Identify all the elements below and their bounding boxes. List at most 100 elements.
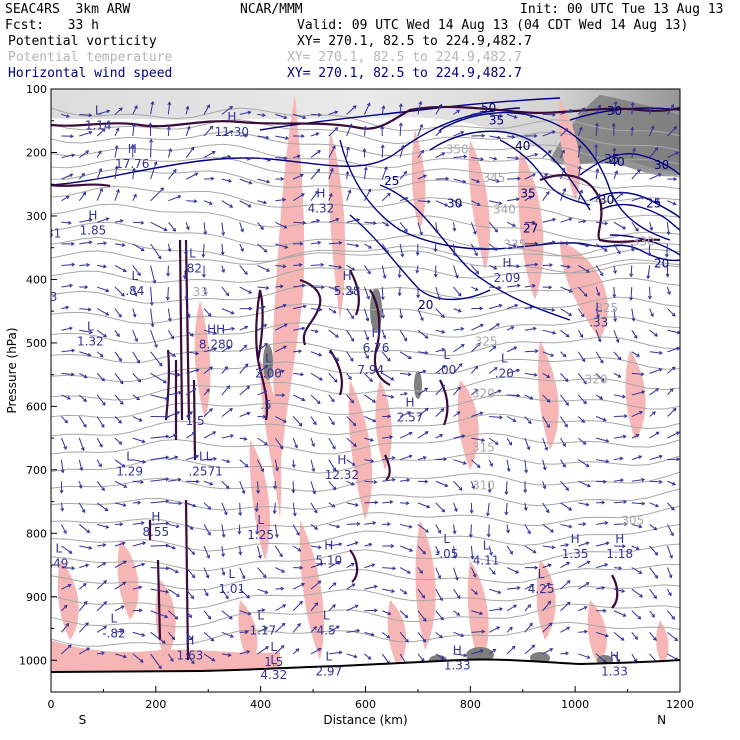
wind-vector: [78, 481, 83, 489]
pv-extremum-value: 2.97: [315, 665, 342, 679]
wind-vector: [185, 146, 195, 158]
wind-vector: [168, 195, 182, 202]
wind-vector: [485, 502, 490, 517]
wind-vector: [167, 101, 172, 115]
wind-vector: [560, 562, 571, 569]
wind-vector: [542, 240, 556, 245]
wind-vector: [471, 133, 486, 138]
wind-vector: [667, 610, 676, 620]
wind-vector: [506, 303, 519, 310]
pv-extremum-value: .2571: [188, 465, 222, 479]
wind-vector: [506, 368, 521, 374]
wind-vector: [364, 416, 377, 423]
wind-vector: [613, 456, 624, 461]
wind-vector: [506, 524, 510, 534]
wind-vector: [79, 329, 94, 335]
wind-vector: [595, 168, 600, 180]
wind-vector: [275, 156, 288, 161]
wind-vector: [257, 200, 268, 205]
wind-vector: [471, 323, 484, 331]
wind-vector: [310, 562, 324, 569]
wind-vector: [560, 217, 573, 223]
wind-contour-label: 35: [604, 152, 619, 166]
wind-vector: [399, 545, 414, 552]
wind-vector: [328, 560, 341, 569]
wind-vector: [666, 567, 673, 579]
theta-contour-label: 350: [446, 142, 469, 156]
pv-extremum-letter: H: [185, 634, 194, 648]
wind-vector: [613, 243, 621, 255]
wind-vector: [203, 588, 209, 597]
wind-vector: [452, 243, 457, 257]
wind-vector: [647, 243, 652, 257]
wind-vector: [399, 243, 405, 258]
wind-vector: [417, 456, 427, 461]
wind-vector: [542, 648, 554, 655]
wind-vector: [61, 348, 76, 353]
wind-vector: [542, 172, 548, 180]
wind-vector: [79, 372, 88, 379]
wind-vector: [435, 365, 447, 374]
wind-vector: [524, 437, 531, 451]
wind-vector: [292, 193, 305, 202]
wind-vector: [629, 265, 634, 278]
wind-vector: [292, 416, 303, 427]
wind-vector: [239, 200, 252, 208]
wind-vector: [203, 408, 213, 417]
wind-vector: [203, 431, 217, 439]
wind-vector: [167, 329, 174, 340]
wind-vector: [488, 265, 498, 270]
wind-vector: [524, 326, 537, 331]
wind-vector: [667, 308, 676, 317]
wind-vector: [486, 524, 491, 538]
wind-vector: [328, 145, 336, 158]
wind-vector: [184, 243, 189, 256]
wind-vector: [382, 566, 397, 571]
theta-contour-label: 335: [503, 238, 526, 252]
field-label-theta: Potential temperature: [8, 50, 173, 65]
wind-vector: [345, 146, 350, 158]
wind-vector: [114, 373, 124, 385]
wind-vector: [114, 522, 124, 527]
wind-vector: [61, 622, 70, 633]
wind-vector: [417, 567, 423, 574]
theta-contour: [51, 221, 680, 260]
y-tick-label: 300: [26, 210, 47, 223]
wind-vector: [506, 135, 516, 139]
wind-vector: [612, 287, 617, 299]
wind-vector: [293, 565, 304, 570]
wind-vector: [132, 459, 147, 464]
wind-vector: [560, 149, 565, 158]
wind-vector: [257, 588, 269, 594]
wind-vector: [132, 653, 144, 663]
wind-vector: [631, 545, 640, 550]
wind-vector: [310, 502, 318, 514]
pv-extremum-letter: L: [270, 653, 277, 667]
pv-extremum-value: 1.29: [116, 465, 143, 479]
wind-vector: [524, 152, 539, 159]
wind-vector: [239, 286, 253, 294]
wind-vector: [257, 646, 269, 655]
wind-vector: [257, 414, 267, 419]
wind-vector: [310, 240, 322, 245]
wind-contour-label: 30: [447, 196, 462, 210]
wind-vector: [577, 351, 586, 363]
wind-vector: [61, 545, 73, 554]
wind-vector: [275, 303, 287, 310]
pv-extremum-letter: L: [483, 539, 490, 553]
wind-vector: [577, 286, 588, 297]
theta-contour: [51, 336, 680, 364]
wind-vector: [132, 500, 142, 505]
wind-vector: [524, 305, 534, 310]
wind-vector: [97, 241, 108, 246]
wind-contour-label: 30: [607, 104, 622, 118]
wind-vector: [293, 262, 303, 267]
wind-vector: [613, 394, 626, 399]
wind-vector: [613, 499, 628, 504]
field-xy-theta: XY= 270.1, 82.5 to 224.9,482.7: [287, 50, 522, 65]
wind-vector: [613, 434, 627, 439]
wind-vector: [114, 329, 120, 338]
wind-vector: [542, 600, 552, 612]
wind-vector: [203, 347, 218, 353]
wind-vector: [257, 221, 264, 231]
